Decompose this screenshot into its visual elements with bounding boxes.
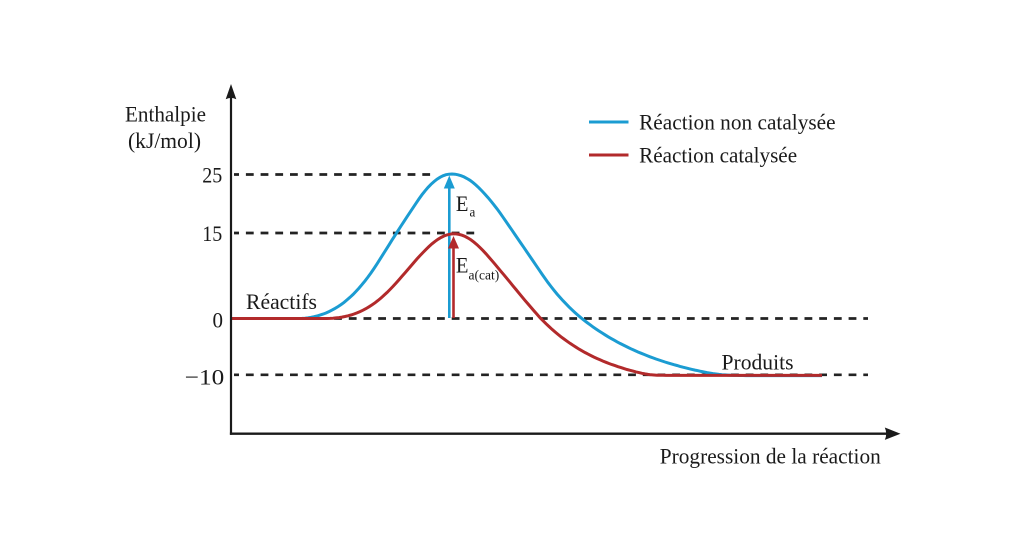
svg-text:Enthalpie: Enthalpie: [125, 102, 206, 127]
svg-text:E: E: [456, 191, 469, 216]
svg-text:−10: −10: [185, 364, 225, 389]
svg-text:E: E: [456, 252, 469, 277]
svg-text:Progression de la réaction: Progression de la réaction: [660, 444, 881, 469]
svg-text:a(cat): a(cat): [469, 269, 500, 284]
svg-text:Réaction non catalysée: Réaction non catalysée: [639, 110, 836, 135]
svg-text:0: 0: [213, 308, 224, 333]
svg-text:25: 25: [202, 163, 222, 188]
svg-text:Réaction catalysée: Réaction catalysée: [639, 143, 797, 168]
svg-text:Produits: Produits: [722, 350, 794, 375]
svg-text:(kJ/mol): (kJ/mol): [128, 128, 201, 153]
svg-text:15: 15: [202, 221, 222, 246]
svg-text:a: a: [470, 206, 477, 221]
svg-text:Réactifs: Réactifs: [246, 289, 317, 314]
